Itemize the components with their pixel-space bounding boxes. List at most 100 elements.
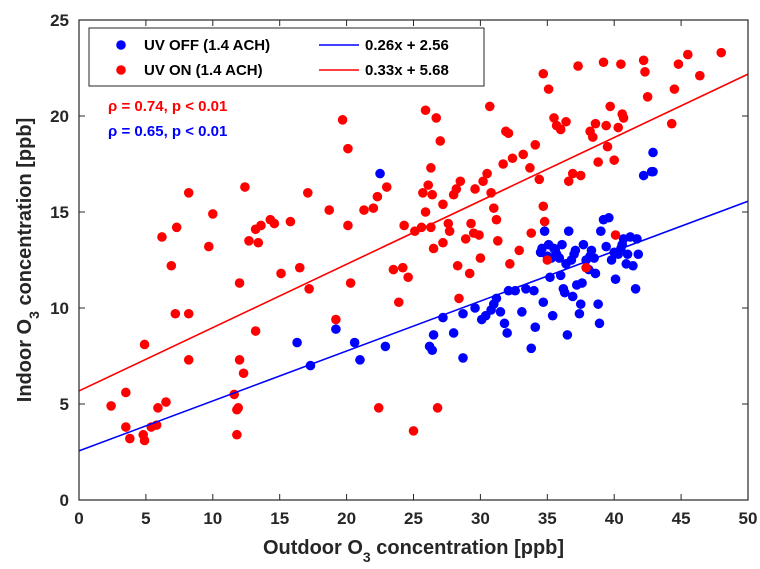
data-point-uv-on <box>183 308 194 319</box>
data-point-uv-on <box>121 387 131 398</box>
data-point-uv-on <box>285 216 296 227</box>
data-point-uv-on <box>393 297 404 308</box>
data-point-uv-on <box>605 101 615 112</box>
data-point-uv-on <box>438 237 448 248</box>
data-point-uv-on <box>525 163 535 173</box>
data-point-uv-on <box>542 255 553 265</box>
data-point-uv-on <box>304 284 314 294</box>
data-point-uv-off <box>596 226 606 236</box>
data-point-uv-on <box>575 170 586 181</box>
data-point-uv-on <box>345 278 356 288</box>
data-point-uv-on <box>302 188 313 198</box>
data-point-uv-on <box>716 47 727 58</box>
data-point-uv-on <box>610 230 621 240</box>
data-point-uv-off <box>427 345 438 356</box>
data-point-uv-on <box>203 241 214 252</box>
data-point-uv-on <box>121 422 131 432</box>
data-point-uv-on <box>602 141 613 152</box>
y-tick-label: 0 <box>60 491 69 510</box>
data-point-uv-off <box>292 337 302 348</box>
data-point-uv-on <box>368 203 379 213</box>
data-point-uv-off <box>577 278 587 288</box>
data-point-uv-on <box>183 188 194 198</box>
data-point-uv-on <box>408 426 419 436</box>
data-point-uv-on <box>294 262 305 273</box>
data-point-uv-on <box>587 132 598 142</box>
data-point-uv-on <box>573 61 583 71</box>
data-point-uv-on <box>669 84 680 94</box>
data-point-uv-on <box>484 101 495 112</box>
data-point-uv-on <box>613 122 624 133</box>
data-point-uv-off <box>578 239 589 250</box>
data-point-uv-off <box>628 260 638 271</box>
legend-fit-label: 0.26x + 2.56 <box>365 37 449 54</box>
data-point-uv-on <box>170 308 181 319</box>
data-point-uv-on <box>171 222 182 233</box>
data-point-uv-on <box>464 268 475 279</box>
x-tick-label: 30 <box>471 509 490 528</box>
data-point-uv-on <box>538 201 549 212</box>
data-point-uv-off <box>538 297 549 308</box>
data-point-uv-on <box>153 403 163 413</box>
data-point-uv-on <box>420 105 431 116</box>
data-point-uv-off <box>562 330 573 340</box>
data-point-uv-off <box>633 249 644 260</box>
data-point-uv-on <box>593 157 603 167</box>
data-point-uv-on <box>534 174 545 185</box>
data-point-uv-off <box>448 328 459 338</box>
data-point-uv-off <box>375 168 385 179</box>
data-point-uv-off <box>570 245 581 256</box>
data-point-uv-on <box>208 209 218 219</box>
data-point-uv-on <box>590 118 601 129</box>
x-tick-label: 25 <box>404 509 423 528</box>
data-point-uv-on <box>454 293 464 304</box>
data-point-uv-on <box>444 226 455 236</box>
y-tick-label: 25 <box>50 11 69 30</box>
data-point-uv-off <box>502 328 512 338</box>
data-point-uv-on <box>482 168 492 179</box>
data-point-uv-on <box>403 272 413 283</box>
data-point-uv-off <box>530 322 541 333</box>
data-point-uv-on <box>373 403 384 413</box>
data-point-uv-off <box>355 355 365 365</box>
data-point-uv-off <box>349 337 360 348</box>
data-point-uv-on <box>642 92 653 102</box>
data-point-uv-off <box>593 299 603 309</box>
data-point-uv-off <box>567 291 578 302</box>
correlation-annotations: ρ = 0.74, p < 0.01 ρ = 0.65, p < 0.01 <box>108 98 227 140</box>
x-tick-label: 0 <box>74 509 83 528</box>
data-point-uv-on <box>505 259 515 269</box>
data-point-uv-off <box>521 284 531 294</box>
data-point-uv-on <box>452 260 463 271</box>
data-point-uv-off <box>601 241 611 252</box>
x-tick-label: 20 <box>337 509 356 528</box>
data-point-uv-off <box>555 270 566 281</box>
data-point-uv-on <box>561 116 571 127</box>
data-point-uv-on <box>530 140 541 150</box>
data-point-uv-off <box>495 307 506 317</box>
data-point-uv-on <box>466 218 476 229</box>
data-point-uv-on <box>498 159 508 169</box>
axis-ticks: 0 5 10 15 20 25 30 35 40 45 50 0 5 10 15 20 25 <box>50 11 757 528</box>
x-tick-label: 35 <box>538 509 557 528</box>
data-point-uv-on <box>420 207 431 217</box>
data-point-uv-off <box>610 274 621 285</box>
data-point-uv-on <box>563 176 574 187</box>
data-point-uv-on <box>432 403 443 413</box>
data-point-uv-on <box>616 59 626 69</box>
y-tick-label: 15 <box>50 203 69 222</box>
data-point-uv-on <box>418 188 428 198</box>
data-point-uv-off <box>559 287 570 298</box>
data-point-uv-off <box>638 170 649 181</box>
data-point-uv-on <box>106 401 116 411</box>
correlation-annotation: ρ = 0.65, p < 0.01 <box>108 123 227 140</box>
data-point-uv-on <box>538 68 549 79</box>
data-point-uv-on <box>695 70 705 81</box>
data-point-uv-on <box>543 84 554 94</box>
data-point-uv-on <box>234 278 245 288</box>
data-point-uv-on <box>601 120 611 131</box>
x-tick-label: 45 <box>672 509 691 528</box>
data-point-uv-on <box>514 245 525 256</box>
y-tick-label: 20 <box>50 107 69 126</box>
x-tick-label: 15 <box>270 509 289 528</box>
